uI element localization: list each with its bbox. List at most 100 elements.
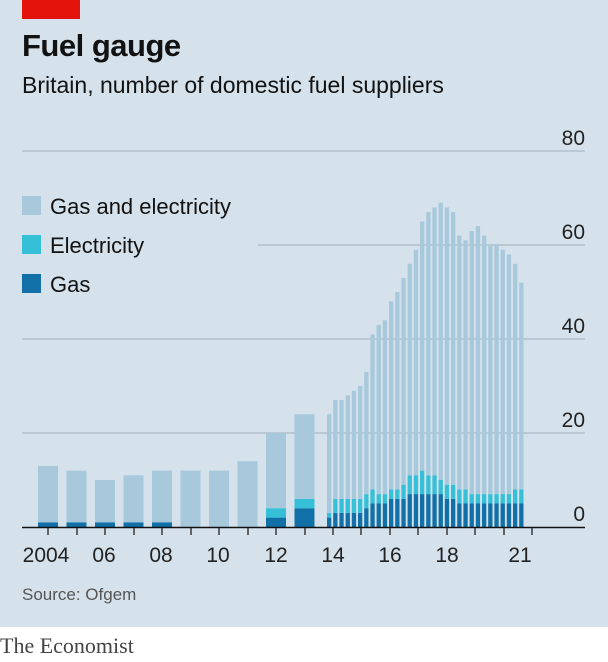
bar-2020Q2-gas xyxy=(506,503,512,527)
bar-2011 xyxy=(266,433,286,527)
bar-2016Q2 xyxy=(407,263,412,527)
bar-2013Q1 xyxy=(327,414,332,527)
tick-labels: 0 20 40 60 80 2004 06 08 10 12 14 16 18 21 xyxy=(23,127,585,567)
bar-2018Q4-gas-and-electricity xyxy=(469,230,474,495)
bar-2018Q2-electricity xyxy=(457,489,462,504)
bar-2013Q4-electricity xyxy=(345,498,350,513)
bar-2015Q1 xyxy=(376,324,381,527)
bar-2015Q2 xyxy=(382,320,388,527)
bar-2015Q3-electricity xyxy=(389,489,394,499)
bar-2020Q2-electricity xyxy=(506,494,512,504)
bar-2018Q2 xyxy=(457,235,462,527)
bar-2020Q3-gas-and-electricity xyxy=(513,263,518,490)
bar-2018Q1-gas xyxy=(451,498,456,527)
bar-2003-gas xyxy=(38,522,58,527)
bar-2017Q1 xyxy=(426,212,431,527)
bar-2017Q4-electricity xyxy=(444,484,450,499)
bar-2018Q3-gas xyxy=(463,503,468,527)
bar-2013Q3-gas-and-electricity xyxy=(339,400,344,499)
bar-2014Q3 xyxy=(364,371,369,527)
bar-2019Q4 xyxy=(494,245,499,527)
bar-2014Q4 xyxy=(370,334,375,527)
bar-2006-gas xyxy=(123,522,144,527)
bar-2011-gas xyxy=(266,517,286,527)
bar-2015Q4-gas-and-electricity xyxy=(395,292,400,490)
bar-2007-gas xyxy=(152,522,172,527)
bar-2003 xyxy=(38,465,58,527)
bar-2011-electricity xyxy=(266,508,286,518)
bar-2015Q4-electricity xyxy=(395,489,400,499)
bar-2019Q3-gas-and-electricity xyxy=(488,245,493,495)
bar-2006-gas-and-electricity xyxy=(123,475,144,523)
bar-2013Q1-gas-and-electricity xyxy=(327,414,332,513)
bar-2010-gas-and-electricity xyxy=(237,461,258,527)
bar-2020Q2 xyxy=(506,254,512,527)
bar-2015Q1-gas-and-electricity xyxy=(376,324,381,495)
bar-2019Q1-gas xyxy=(475,503,481,527)
bar-2012-gas xyxy=(294,508,315,527)
bar-2020Q1 xyxy=(500,249,505,527)
bar-2017Q4-gas-and-electricity xyxy=(444,207,450,485)
bar-2017Q1-gas-and-electricity xyxy=(426,212,431,476)
bar-2018Q2-gas-and-electricity xyxy=(457,235,462,490)
x-tick-label-14: 14 xyxy=(321,544,345,567)
bar-2017Q4-gas xyxy=(444,498,450,527)
bar-2017Q2-electricity xyxy=(432,475,437,495)
bar-2016Q3-gas xyxy=(413,494,419,527)
legend-label-gas-and-electricity: Gas and electricity xyxy=(50,194,231,219)
bar-2016Q2-electricity xyxy=(407,475,412,495)
bar-2017Q3-gas-and-electricity xyxy=(438,202,443,480)
bar-2014Q3-electricity xyxy=(364,494,369,509)
bar-2019Q4-electricity xyxy=(494,494,499,504)
y-tick-label-0: 0 xyxy=(573,503,585,526)
bar-2015Q3-gas-and-electricity xyxy=(389,301,394,490)
bar-2016Q1-electricity xyxy=(401,484,406,499)
bar-2017Q3-gas xyxy=(438,494,443,527)
bar-2014Q1-gas-and-electricity xyxy=(351,390,357,499)
bar-2014Q3-gas xyxy=(364,508,369,527)
bar-2013Q3-gas xyxy=(339,512,344,527)
bar-2015Q4 xyxy=(395,292,400,527)
bar-2006 xyxy=(123,475,144,527)
bar-2011-gas-and-electricity xyxy=(266,433,286,509)
x-tick-label-21: 21 xyxy=(508,544,531,567)
bar-2013Q2 xyxy=(333,400,338,527)
bar-2009-gas-and-electricity xyxy=(209,470,229,527)
bar-2019Q3 xyxy=(488,245,493,527)
bar-2014Q2-gas xyxy=(358,512,363,527)
bar-2013Q1-gas xyxy=(327,517,332,527)
legend-swatch-gas-and-electricity xyxy=(22,196,41,215)
x-tick-label-2004: 2004 xyxy=(23,544,70,567)
bar-2019Q2-gas xyxy=(482,503,487,527)
bar-2014Q1-gas xyxy=(351,512,357,527)
legend-swatch-gas xyxy=(22,274,41,293)
bar-2014Q4-electricity xyxy=(370,489,375,504)
bar-2013Q2-gas-and-electricity xyxy=(333,400,338,499)
bar-2015Q1-gas xyxy=(376,503,381,527)
bar-2014Q1 xyxy=(351,390,357,527)
x-axis xyxy=(22,526,585,535)
bar-2019Q3-electricity xyxy=(488,494,493,504)
bar-2015Q2-gas xyxy=(382,503,388,527)
bar-2019Q1-gas-and-electricity xyxy=(475,226,481,495)
bar-2016Q2-gas-and-electricity xyxy=(407,263,412,476)
bar-2017Q4 xyxy=(444,207,450,527)
bar-2012-gas-and-electricity xyxy=(294,414,315,499)
legend-label-electricity: Electricity xyxy=(50,233,144,258)
bar-2014Q4-gas xyxy=(370,503,375,527)
bar-2012-electricity xyxy=(294,498,315,509)
bar-2020Q3-gas xyxy=(513,503,518,527)
bar-2019Q3-gas xyxy=(488,503,493,527)
bar-2017Q3-electricity xyxy=(438,480,443,495)
bar-2019Q1-electricity xyxy=(475,494,481,504)
bar-2020Q3 xyxy=(513,263,518,527)
bar-2016Q4-gas xyxy=(420,494,425,527)
bar-2018Q4 xyxy=(469,230,474,527)
bar-2015Q1-electricity xyxy=(376,494,381,504)
bar-2008 xyxy=(180,470,201,527)
bar-2017Q1-electricity xyxy=(426,475,431,495)
bar-2018Q4-gas xyxy=(469,503,474,527)
bar-2016Q1 xyxy=(401,277,406,527)
bar-2016Q3-electricity xyxy=(413,475,419,495)
bar-2014Q2-gas-and-electricity xyxy=(358,386,363,499)
